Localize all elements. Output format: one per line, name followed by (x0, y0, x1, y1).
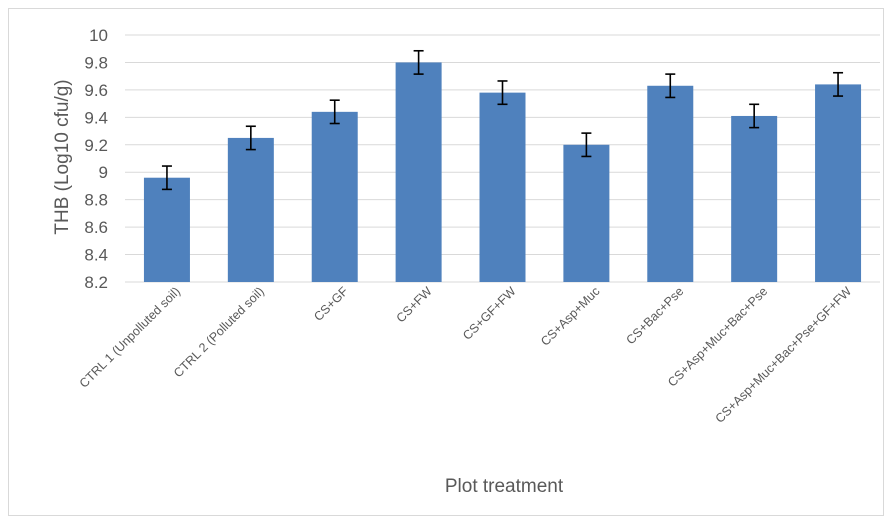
y-tick-label: 9 (99, 163, 108, 182)
y-tick-label: 8.4 (84, 246, 108, 265)
category-label: CS+Asp+Muc (538, 284, 602, 348)
error-bar-5 (581, 132, 592, 158)
y-tick-label: 8.8 (84, 191, 108, 210)
y-tick-labels: 8.2 8.4 8.6 8.8 9 9.2 9.4 9.6 9.8 10 (84, 26, 108, 292)
category-label: CS+FW (394, 284, 435, 325)
bar-4 (479, 92, 526, 282)
category-label: CS+Bac+Pse (623, 284, 686, 347)
bar-2 (311, 111, 358, 282)
bar-0 (143, 177, 190, 282)
category-label: CTRL 1 (Unpolluted soil) (77, 284, 183, 390)
y-tick-label: 9.8 (84, 53, 108, 72)
y-tick-label: 9.2 (84, 136, 108, 155)
error-bar-3 (413, 49, 424, 75)
x-axis-title: Plot treatment (445, 476, 564, 497)
bar-7 (731, 115, 778, 282)
error-bar-8 (833, 71, 844, 97)
y-axis-title: THB (Log10 cfu/g) (52, 79, 73, 234)
bar-6 (647, 85, 694, 283)
category-label: CS+GF+FW (460, 284, 519, 343)
bar-3 (395, 62, 442, 282)
category-label: CTRL 2 (Polluted soil) (171, 284, 267, 380)
error-bar-6 (665, 73, 676, 99)
bar-1 (227, 137, 274, 282)
error-bars (161, 49, 844, 191)
category-labels: CTRL 1 (Unpolluted soil)CTRL 2 (Polluted… (77, 284, 855, 426)
category-label: CS+Asp+Muc+Bac+Pse+GF+FW (713, 284, 855, 426)
bars (143, 62, 862, 283)
y-tick-label: 9.6 (84, 81, 108, 100)
y-tick-label: 8.2 (84, 273, 108, 292)
bar-8 (815, 84, 862, 283)
category-label: CS+GF (311, 284, 351, 324)
error-bar-7 (749, 103, 760, 129)
bar-5 (563, 144, 610, 282)
error-bar-2 (329, 99, 340, 125)
y-tick-label: 9.4 (84, 108, 108, 127)
error-bar-1 (245, 125, 256, 151)
error-bar-4 (497, 80, 508, 106)
y-tick-label: 8.6 (84, 218, 108, 237)
y-tick-label: 10 (89, 26, 108, 45)
error-bar-0 (161, 165, 172, 191)
